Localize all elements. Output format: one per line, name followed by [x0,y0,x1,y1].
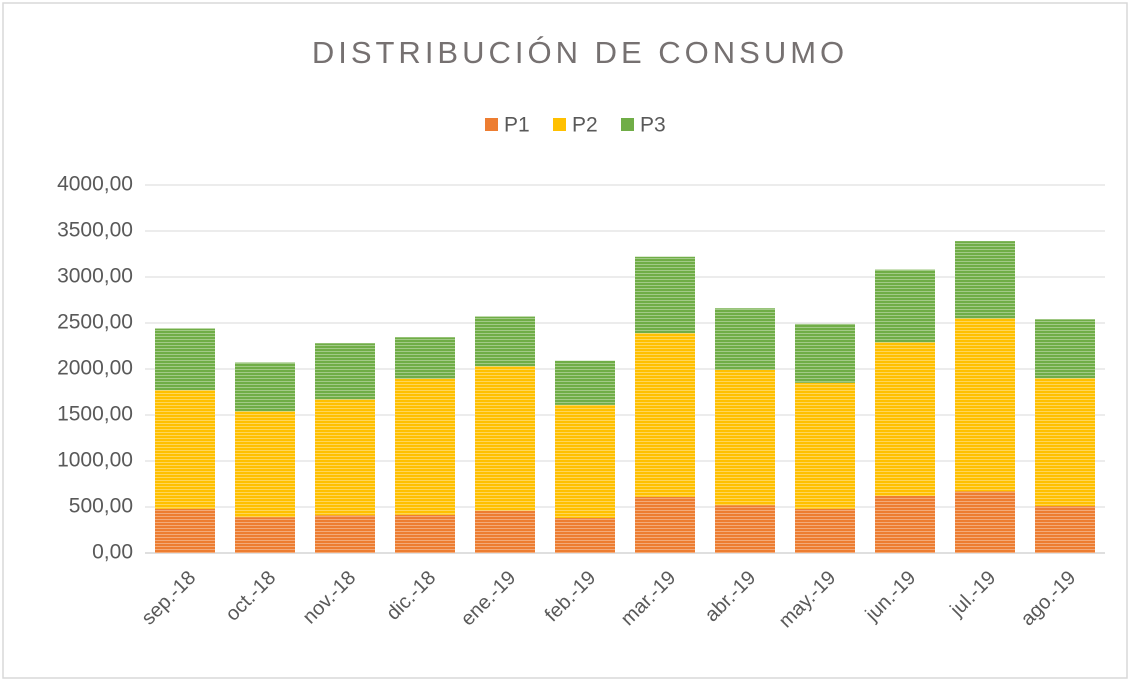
bar [555,404,615,519]
bar [235,411,295,518]
bar [395,514,455,553]
bar [155,508,215,553]
bar [315,515,375,553]
bar [715,505,775,553]
legend-swatch [485,118,498,131]
bar [395,337,455,379]
bar [875,495,935,553]
bar [795,382,855,509]
bar [555,360,615,405]
bar [955,241,1015,319]
bar [235,517,295,553]
legend-label: P2 [572,114,598,137]
bar [875,342,935,496]
bar [875,269,935,343]
legend-swatch [621,118,634,131]
bar [475,366,535,511]
bar [315,343,375,400]
legend-swatch [553,118,566,131]
bar [955,491,1015,553]
y-tick-label: 4000,00 [57,173,133,196]
bar [715,308,775,370]
bar [795,508,855,553]
bar [955,318,1015,492]
y-tick-label: 3000,00 [57,265,133,288]
chart-title: DISTRIBUCIÓN DE CONSUMO [312,35,848,70]
bar [235,362,295,412]
y-tick-label: 2000,00 [57,357,133,380]
y-tick-label: 3500,00 [57,219,133,242]
bar [635,333,695,497]
bar [715,369,775,506]
y-tick-label: 1500,00 [57,403,133,426]
bar [475,316,535,367]
bar [1035,378,1095,507]
bar [1035,319,1095,379]
bar [395,378,455,515]
bar [315,399,375,516]
bar [475,510,535,553]
bar [555,518,615,553]
bar [155,328,215,391]
bar [635,496,695,553]
legend-label: P3 [640,114,666,137]
bar [1035,506,1095,553]
legend-label: P1 [504,114,530,137]
bar [795,323,855,383]
y-tick-label: 1000,00 [57,449,133,472]
y-tick-label: 2500,00 [57,311,133,334]
y-tick-label: 500,00 [69,495,133,518]
bar [635,256,695,334]
bar [155,390,215,509]
y-tick-label: 0,00 [92,541,133,564]
